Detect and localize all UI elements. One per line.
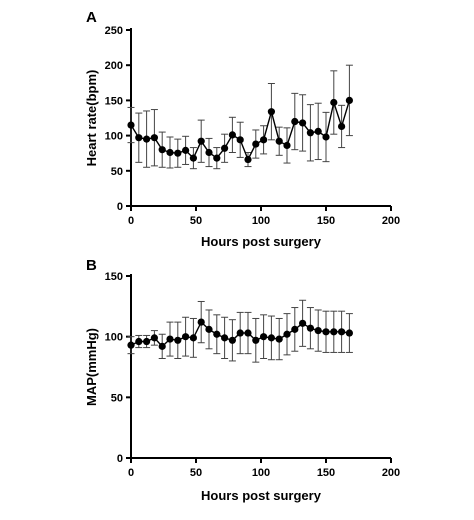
data-point: [322, 133, 330, 141]
data-point: [244, 155, 252, 164]
data-point: [127, 121, 135, 129]
x-tick-label: 50: [190, 215, 202, 227]
data-point: [275, 137, 283, 145]
data-point: [314, 127, 322, 135]
data-point: [182, 146, 190, 154]
data-point: [135, 134, 143, 142]
y-tick-label: 50: [111, 392, 123, 404]
data-point: [135, 337, 143, 346]
x-tick-label: 100: [252, 467, 270, 479]
data-point: [306, 324, 314, 332]
data-point: [345, 96, 353, 104]
data-point: [236, 136, 244, 144]
data-point: [252, 336, 260, 344]
x-tick-label: 200: [382, 215, 400, 227]
y-tick-label: 200: [105, 60, 123, 72]
data-point: [228, 336, 236, 344]
data-point: [197, 318, 205, 326]
data-point: [236, 329, 244, 337]
y-axis-title: MAP(mmHg): [84, 328, 99, 406]
x-tick-label: 0: [128, 467, 134, 479]
data-point: [330, 328, 338, 336]
data-point: [338, 328, 346, 336]
x-axis-title: Hours post surgery: [201, 488, 322, 503]
data-point: [291, 325, 299, 333]
data-point: [267, 108, 275, 116]
x-tick-label: 50: [190, 467, 202, 479]
data-point: [283, 330, 291, 338]
panel-label: A: [86, 9, 97, 26]
data-point: [143, 337, 151, 346]
data-point: [182, 333, 190, 341]
data-point: [314, 327, 322, 335]
data-point: [205, 148, 213, 157]
x-tick-label: 100: [252, 215, 270, 227]
x-tick-label: 150: [317, 467, 335, 479]
heart-rate-chart: A 0 50 100 150 200 250 0 50 100 150 200 Hours post s…: [84, 9, 400, 249]
data-point: [345, 329, 353, 337]
data-point: [267, 334, 275, 342]
data-point: [260, 333, 268, 341]
data-point: [189, 334, 197, 342]
y-tick-label: 150: [105, 95, 123, 107]
map-chart: B 0 50 100 150 0 50 100 150 200 Hours post surgery…: [84, 257, 400, 503]
y-tick-label: 0: [117, 453, 123, 465]
y-tick-label: 100: [105, 131, 123, 143]
data-point: [189, 154, 197, 162]
data-point: [221, 334, 229, 342]
data-point: [228, 131, 236, 139]
data-point: [158, 342, 166, 350]
data-point: [150, 134, 158, 142]
data-point: [143, 135, 151, 143]
x-tick-label: 150: [317, 215, 335, 227]
data-point: [158, 146, 166, 154]
data-point: [244, 329, 252, 337]
data-point: [338, 122, 346, 131]
data-point: [275, 335, 283, 343]
data-point: [166, 148, 174, 157]
data-point: [260, 136, 268, 144]
x-tick-label: 0: [128, 215, 134, 227]
panel-label: B: [86, 257, 97, 274]
data-point: [299, 119, 307, 127]
data-point: [306, 129, 314, 137]
data-point: [150, 334, 158, 342]
data-point: [291, 117, 299, 126]
data-point: [283, 141, 291, 150]
data-point: [213, 330, 221, 338]
y-tick-label: 100: [105, 332, 123, 344]
data-point: [166, 335, 174, 343]
y-tick-label: 0: [117, 201, 123, 213]
data-point: [330, 98, 338, 107]
y-axis-title: Heart rate(bpm): [84, 70, 99, 167]
data-point: [221, 144, 229, 152]
data-point: [174, 149, 182, 157]
data-point: [213, 154, 221, 162]
data-point: [252, 140, 260, 148]
x-axis-title: Hours post surgery: [201, 234, 322, 249]
data-point: [299, 319, 307, 327]
y-tick-label: 250: [105, 25, 123, 37]
data-point: [197, 137, 205, 145]
y-tick-label: 150: [105, 271, 123, 283]
data-point: [127, 341, 135, 349]
data-point: [174, 336, 182, 344]
x-tick-label: 200: [382, 467, 400, 479]
data-point: [205, 325, 213, 333]
data-point: [322, 328, 330, 336]
y-tick-label: 50: [111, 166, 123, 178]
